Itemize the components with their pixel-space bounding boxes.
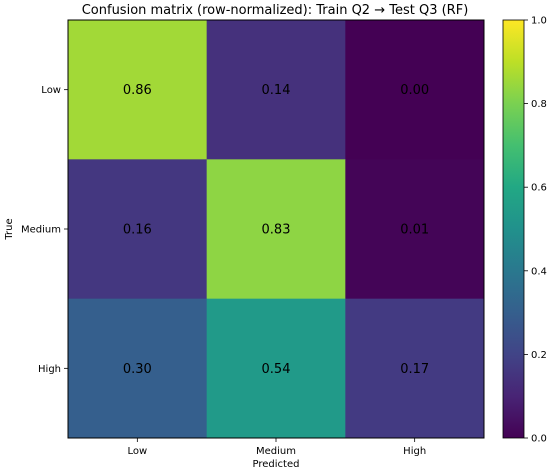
cell-value-label: 0.86 [123,83,152,98]
x-tick-label: Low [127,446,147,457]
heatmap-cell [68,20,208,160]
y-tick-label: Low [41,85,61,96]
y-tick-label: High [38,364,61,375]
y-axis-ticks: Low Medium High [21,85,68,375]
x-axis-label: Predicted [253,459,300,470]
heatmap-cell-labels: 0.86 0.14 0.00 0.16 0.83 0.01 0.30 0.54 0.17 [123,83,429,377]
heatmap-cell [206,298,346,439]
colorbar-tick-label: 0.2 [531,350,547,361]
chart-title: Confusion matrix (row-normalized): Train… [82,3,469,18]
cell-value-label: 0.01 [400,223,429,238]
x-axis-ticks: Low Medium High [127,438,426,457]
colorbar [502,19,525,439]
y-axis-label: True [4,218,15,240]
colorbar-tick-label: 0.4 [531,266,547,277]
heatmap-cell [206,20,346,160]
cell-value-label: 0.17 [400,362,429,377]
y-tick-label: Medium [21,225,61,236]
x-tick-label: Medium [256,446,296,457]
cell-value-label: 0.16 [123,223,152,238]
cell-value-label: 0.14 [262,83,291,98]
cell-value-label: 0.30 [123,362,152,377]
heatmap-cell [345,20,485,160]
x-tick-label: High [403,446,426,457]
colorbar-tick-label: 0.0 [531,434,547,445]
heatmap-cell [68,298,208,439]
heatmap-cell [345,159,485,300]
colorbar-tick-label: 1.0 [531,16,547,27]
colorbar-tick-label: 0.6 [531,183,547,194]
cell-value-label: 0.54 [262,362,291,377]
heatmap-cells [68,20,485,439]
heatmap-cell [68,159,208,300]
colorbar-tick-label: 0.8 [531,99,547,110]
cell-value-label: 0.00 [400,83,429,98]
cell-value-label: 0.83 [262,223,291,238]
heatmap-cell [345,298,485,439]
colorbar-ticks: 0.0 0.2 0.4 0.6 0.8 1.0 [524,16,547,445]
heatmap-cell [206,159,346,300]
